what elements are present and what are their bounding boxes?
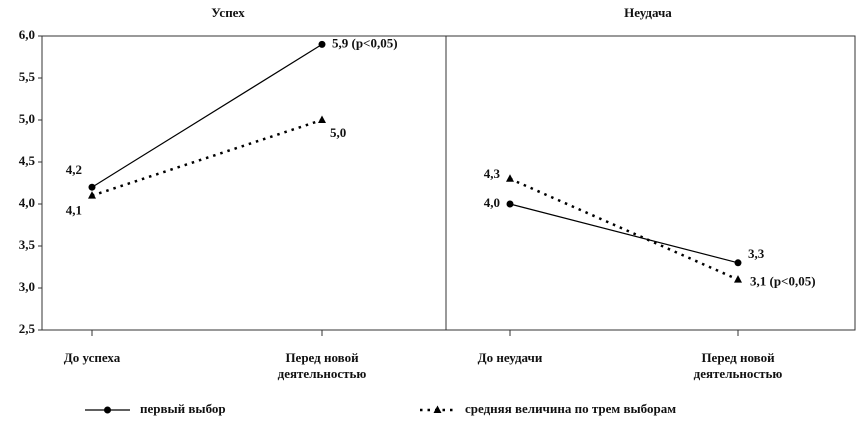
series-line <box>91 43 323 188</box>
y-tick-label: 5,5 <box>19 69 36 84</box>
y-tick-label: 3,0 <box>19 279 35 294</box>
legend-label: первый выбор <box>140 401 226 416</box>
x-tick-label-box: До неудачи <box>477 350 543 365</box>
value-label: 4,0 <box>484 195 500 210</box>
x-tick-label-box: Перед новой деятельностью <box>277 350 367 381</box>
x-tick-label: До успеха <box>63 350 121 365</box>
value-label: 3,3 <box>748 246 765 261</box>
value-label: 5,0 <box>330 125 346 140</box>
point <box>734 259 742 267</box>
y-tick-label: 2,5 <box>19 321 36 336</box>
point <box>88 183 96 191</box>
series-line <box>91 118 323 197</box>
point <box>506 200 514 208</box>
value-label: 4,2 <box>66 162 82 177</box>
y-tick-label: 4,5 <box>19 153 36 168</box>
panel-title: Неудача <box>624 5 672 20</box>
value-label: 3,1 (p<0,05) <box>750 274 816 289</box>
panel-title: Успех <box>211 5 245 20</box>
plot-frame <box>41 35 856 331</box>
y-tick-label: 5,0 <box>19 111 35 126</box>
x-tick-label-box: Перед новой деятельностью <box>693 350 783 381</box>
y-tick-label: 3,5 <box>19 237 36 252</box>
y-tick-label: 4,0 <box>19 195 35 210</box>
series-line <box>509 177 739 281</box>
x-tick-label: Перед новой деятельностью <box>693 350 783 381</box>
legend-marker <box>433 405 442 413</box>
point <box>734 275 742 283</box>
point <box>506 174 514 182</box>
legend-label: средняя величина по трем выборам <box>465 401 676 416</box>
point <box>318 40 326 48</box>
value-label: 4,1 <box>66 203 82 218</box>
point <box>318 115 326 123</box>
value-label: 5,9 (p<0,05) <box>332 35 398 50</box>
value-label: 4,3 <box>484 166 501 181</box>
y-tick-label: 6,0 <box>19 27 35 42</box>
x-tick-label-box: До успеха <box>63 350 121 365</box>
x-tick-label: Перед новой деятельностью <box>277 350 367 381</box>
legend-marker <box>104 406 111 414</box>
x-tick-label: До неудачи <box>477 350 543 365</box>
series-line <box>509 203 739 264</box>
point <box>88 191 96 199</box>
